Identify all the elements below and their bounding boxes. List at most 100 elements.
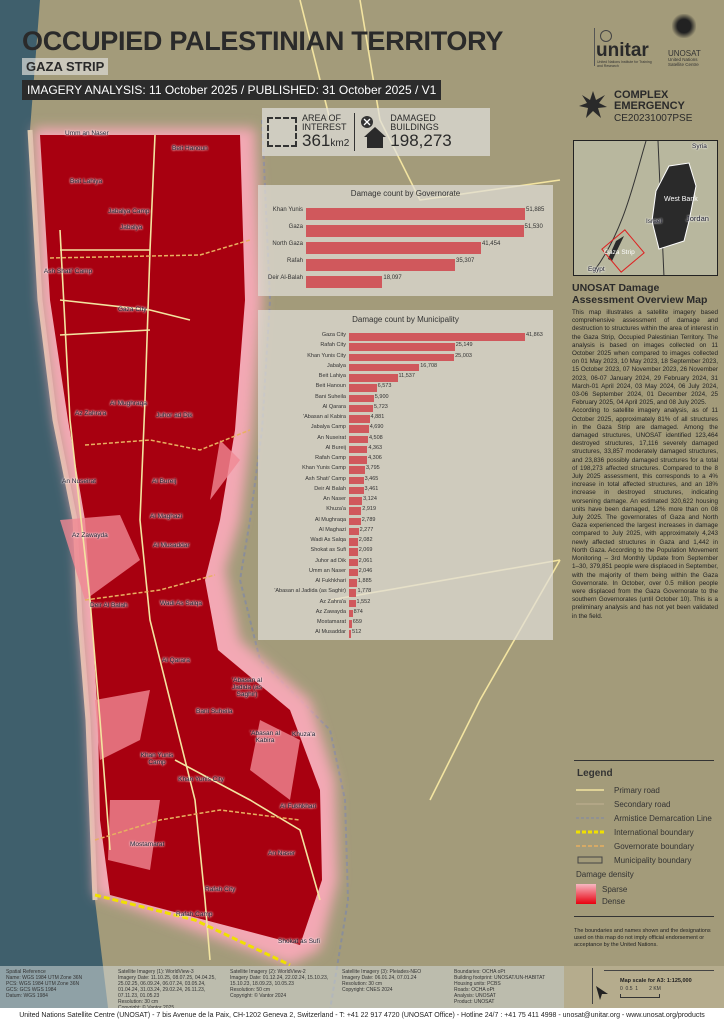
- legend-item: Municipality boundary: [576, 853, 712, 867]
- place-label: Ash Shati' Camp: [43, 268, 93, 275]
- density-sparse-label: Sparse: [602, 885, 628, 894]
- place-label: Al Maghazi: [150, 513, 183, 520]
- bar-category-label: Ash Shati' Camp: [305, 475, 346, 482]
- bar: [349, 517, 361, 525]
- bar-value-label: 5,723: [374, 403, 388, 410]
- bar: [349, 333, 525, 341]
- glide-code: CE20231007PSE: [614, 113, 693, 124]
- legend-item: Primary road: [576, 783, 712, 797]
- bar-value-label: 3,124: [363, 496, 377, 502]
- legend-symbol-icon: [576, 817, 604, 819]
- area-of-interest-stat: AREA OF INTEREST 361km2: [262, 112, 354, 151]
- unosat-subtitle: United Nations Satellite Centre: [668, 57, 699, 67]
- data-sources: Boundaries: OCHA oPt Building footprint:…: [448, 966, 564, 1008]
- bar-value-label: 6,573: [377, 383, 392, 390]
- legend-symbol-icon: [576, 789, 604, 791]
- scale-ticks: 0 0.5 1 2 KM: [620, 986, 661, 992]
- density-gradient-swatch: [576, 884, 596, 904]
- bar-category-label: Juhor ad Dik: [315, 557, 346, 564]
- complex-emergency-icon: [579, 91, 607, 118]
- bar: [349, 497, 363, 505]
- inset-label-gaza: Gaza Strip: [604, 249, 635, 256]
- divider: [574, 916, 714, 917]
- bar: [349, 456, 368, 464]
- inset-label-west-bank: West Bank: [664, 196, 698, 203]
- place-label: Al Bureij: [152, 478, 177, 485]
- bar-value-label: 18,097: [383, 275, 402, 281]
- bar-category-label: Al Fukhkhari: [315, 578, 346, 584]
- bar-value-label: 874: [353, 608, 363, 615]
- place-label: Jabalya: [120, 224, 143, 231]
- bar-value-label: 1,885: [357, 578, 372, 584]
- legend-item: International boundary: [576, 825, 712, 839]
- bar-value-label: 1,552: [356, 598, 371, 605]
- place-label: Shokat as Sufi: [278, 938, 320, 945]
- description-text: This map illustrates a satellite imagery…: [572, 309, 718, 621]
- bar-category-label: Gaza City: [321, 332, 346, 338]
- imagery-source-3: Satellite Imagery (3): Pleiades-NEO Imag…: [336, 966, 448, 1008]
- place-label: Khuza'a: [292, 731, 316, 738]
- house-icon: [361, 116, 387, 148]
- bar-category-label: Khan Yunis Camp: [302, 465, 346, 472]
- bar-category-label: Gaza: [288, 224, 303, 230]
- bar-category-label: Az Zawayda: [315, 608, 346, 615]
- inset-locator-map: Syria West Bank Israel Jordan Gaza Strip…: [573, 140, 718, 276]
- place-label: Juhor ad Dik: [156, 412, 193, 419]
- place-label: Rafah Camp: [176, 911, 213, 918]
- place-label: Az Zawayda: [72, 532, 108, 539]
- density-dense-label: Dense: [602, 897, 626, 906]
- bar: [349, 548, 358, 556]
- primary-roads: [59, 0, 561, 961]
- bar-value-label: 3,465: [364, 475, 379, 482]
- place-label: Beit Lahiya: [70, 178, 103, 185]
- divider: [574, 760, 714, 761]
- bar-category-label: Az Zahra'a: [319, 598, 346, 605]
- legend-label: Secondary road: [614, 799, 671, 809]
- bar-value-label: 25,149: [455, 342, 473, 349]
- bar-category-label: Jabalya Camp: [310, 424, 346, 431]
- bar-category-label: Jabalya: [327, 362, 346, 369]
- legend-list: Primary road Secondary road Armistice Dema…: [576, 783, 712, 867]
- bar-value-label: 16,708: [420, 362, 438, 369]
- place-label: 'Abasan al Kabira: [249, 730, 281, 744]
- bar-value-label: 4,881: [370, 414, 385, 420]
- map-subtitle: GAZA STRIP: [22, 58, 109, 75]
- inset-label-egypt: Egypt: [588, 266, 605, 273]
- unosat-logo: UNOSAT: [668, 49, 701, 58]
- bar-category-label: Beit Lahiya: [318, 373, 346, 379]
- municipality-chart-title: Damage count by Municipality: [352, 315, 459, 324]
- footer-contact: United Nations Satellite Centre (UNOSAT)…: [0, 1008, 724, 1024]
- place-label: Wadi As Salqa: [160, 600, 203, 607]
- bar-category-label: Mostamarat: [316, 619, 346, 625]
- international-boundary: [94, 893, 291, 967]
- bar-value-label: 2,789: [361, 516, 376, 523]
- bar-value-label: 41,863: [526, 332, 543, 338]
- legend-symbol-icon: [577, 856, 603, 864]
- bar-category-label: Al Qarara: [322, 403, 346, 410]
- bar: [349, 620, 352, 628]
- aoi-unit: km2: [330, 137, 350, 149]
- unosat-logo-icon: [672, 14, 696, 38]
- bar: [349, 353, 455, 361]
- disclaimer: The boundaries and names shown and the d…: [574, 928, 711, 948]
- legend-item: Secondary road: [576, 797, 712, 811]
- sea: [0, 0, 110, 1024]
- legend-label: Governorate boundary: [614, 841, 695, 851]
- bar: [349, 558, 358, 566]
- map-title: OCCUPIED PALESTINIAN TERRITORY: [22, 26, 504, 56]
- inset-label-jordan: Jordan: [686, 214, 709, 223]
- bar: [349, 589, 357, 597]
- stats-box: AREA OF INTEREST 361km2 DAMAGED BUILDINGS …: [262, 108, 490, 156]
- aoi-label: AREA OF: [302, 112, 342, 123]
- un-emblem-icon: [600, 30, 612, 42]
- unitar-subtitle: United Nations Institute for Training an…: [597, 60, 652, 68]
- bar: [349, 507, 362, 515]
- dmg-value: 198,273: [390, 131, 452, 150]
- bar-value-label: 2,919: [362, 506, 377, 513]
- place-label: Az Zahra'a: [75, 410, 107, 417]
- bar: [349, 599, 356, 607]
- bar: [349, 609, 353, 618]
- bar-value-label: 1,778: [357, 588, 372, 595]
- bar-value-label: 4,508: [368, 434, 383, 441]
- bar-category-label: Rafah: [286, 258, 303, 264]
